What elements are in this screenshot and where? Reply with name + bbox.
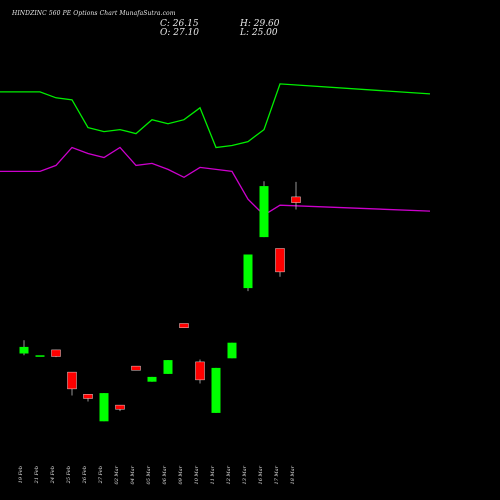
candle [275, 248, 285, 277]
x-tick-label: 21 Feb [34, 466, 40, 484]
candle [67, 371, 77, 396]
candle [259, 181, 269, 238]
candle-body [35, 355, 45, 357]
chart-title: HINDZINC 560 PE Options Chart MunafaSutr… [12, 10, 176, 17]
x-tick-label: 18 Mar [290, 465, 296, 484]
ohlc-low: L: 25.00 [240, 28, 278, 38]
x-tick-label: 17 Mar [274, 465, 280, 484]
ohlc-close: C: 26.15 [160, 19, 199, 29]
candles [19, 181, 301, 422]
candle [195, 359, 205, 384]
candle [147, 376, 157, 382]
x-tick-label: 04 Mar [130, 465, 136, 484]
candle-body [291, 196, 301, 203]
candle [211, 367, 221, 413]
indicator-line-1 [0, 83, 431, 149]
indicator-line-2 [0, 146, 431, 216]
x-tick-label: 09 Mar [178, 465, 184, 484]
x-tick-label: 13 Mar [242, 465, 248, 484]
candle-body [67, 371, 77, 390]
x-tick-label: 05 Mar [146, 465, 152, 484]
candle [83, 394, 93, 402]
candle [243, 254, 253, 292]
x-tick-label: 16 Mar [258, 465, 264, 484]
x-tick-label: 26 Feb [82, 466, 88, 484]
candle-body [19, 346, 29, 354]
x-tick-label: 06 Mar [162, 465, 168, 484]
x-tick-label: 02 Mar [114, 465, 120, 484]
candle-body [195, 361, 205, 381]
candle [179, 323, 189, 328]
candle [19, 340, 29, 356]
candle [227, 342, 237, 359]
ohlc-open: O: 27.10 [160, 28, 200, 38]
x-tick-label: 24 Feb [50, 466, 56, 484]
candle-body [83, 394, 93, 399]
x-tick-label: 12 Mar [226, 465, 232, 484]
candle-body [163, 360, 173, 374]
x-tick-label: 25 Feb [66, 466, 72, 484]
candle [131, 365, 141, 371]
candle-body [259, 186, 269, 238]
x-tick-label: 27 Feb [98, 466, 104, 484]
candle-body [115, 404, 125, 410]
candle-body [131, 365, 141, 371]
candle-body [147, 376, 157, 382]
candle-body [211, 367, 221, 413]
candle-body [275, 248, 285, 273]
x-axis-labels: 19 Feb 21 Feb 24 Feb 25 Feb 26 Feb 27 Feb 02 M… [18, 465, 296, 484]
candle [163, 360, 173, 374]
candle-body [179, 323, 189, 328]
candle-body [243, 254, 253, 289]
candle-body [99, 393, 109, 422]
ohlc-high: H: 29.60 [240, 19, 280, 29]
candle [115, 404, 125, 412]
x-tick-label: 10 Mar [194, 465, 200, 484]
candle-body [227, 342, 237, 359]
candle [291, 181, 301, 210]
x-tick-label: 11 Mar [210, 465, 216, 484]
candle [99, 393, 109, 422]
candle [51, 349, 61, 358]
x-tick-label: 19 Feb [18, 466, 24, 483]
indicator-lines [0, 83, 431, 216]
candle [35, 355, 45, 357]
candle-body [51, 349, 61, 357]
